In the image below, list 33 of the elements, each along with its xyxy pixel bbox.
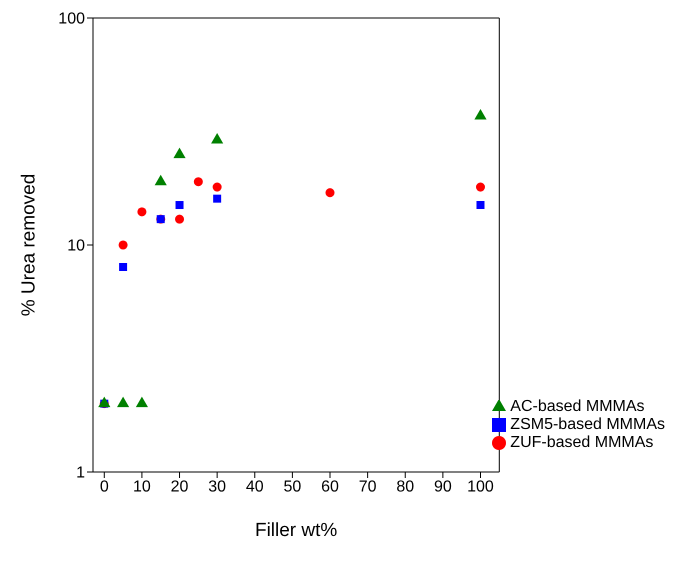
- point: [136, 396, 148, 408]
- legend-label: ZSM5-based MMMAs: [510, 416, 665, 433]
- point: [325, 188, 335, 198]
- x-tick-label: 70: [358, 478, 377, 496]
- point: [194, 177, 203, 186]
- x-tick-label: 60: [321, 478, 340, 496]
- point: [118, 240, 128, 250]
- x-tick-label: 30: [208, 478, 226, 496]
- x-tick-label: 100: [467, 478, 494, 496]
- point: [212, 182, 222, 192]
- point: [476, 201, 484, 210]
- x-tick-label: 40: [246, 478, 264, 496]
- y-tick-label: 10: [67, 238, 86, 255]
- point: [137, 207, 146, 216]
- x-axis-title: Filler wt%: [254, 520, 338, 541]
- legend-label: ZUF-based MMMAs: [510, 434, 654, 451]
- x-tick-label: 0: [100, 478, 109, 496]
- point: [119, 263, 128, 271]
- x-tick-label: 10: [133, 478, 151, 496]
- legend-label: AC-based MMMAs: [510, 398, 645, 415]
- point: [176, 201, 184, 210]
- point: [117, 396, 130, 408]
- y-tick-label: 1: [76, 464, 86, 482]
- point: [213, 194, 222, 203]
- point: [98, 396, 110, 408]
- point: [476, 182, 485, 192]
- x-tick-label: 20: [170, 478, 189, 496]
- x-tick-label: 80: [396, 478, 414, 496]
- point: [175, 214, 184, 224]
- x-tick-label: 90: [434, 478, 452, 496]
- y-tick-label: 100: [58, 10, 86, 28]
- x-tick-label: 50: [283, 478, 302, 496]
- y-axis-title: % Urea removed: [18, 174, 40, 316]
